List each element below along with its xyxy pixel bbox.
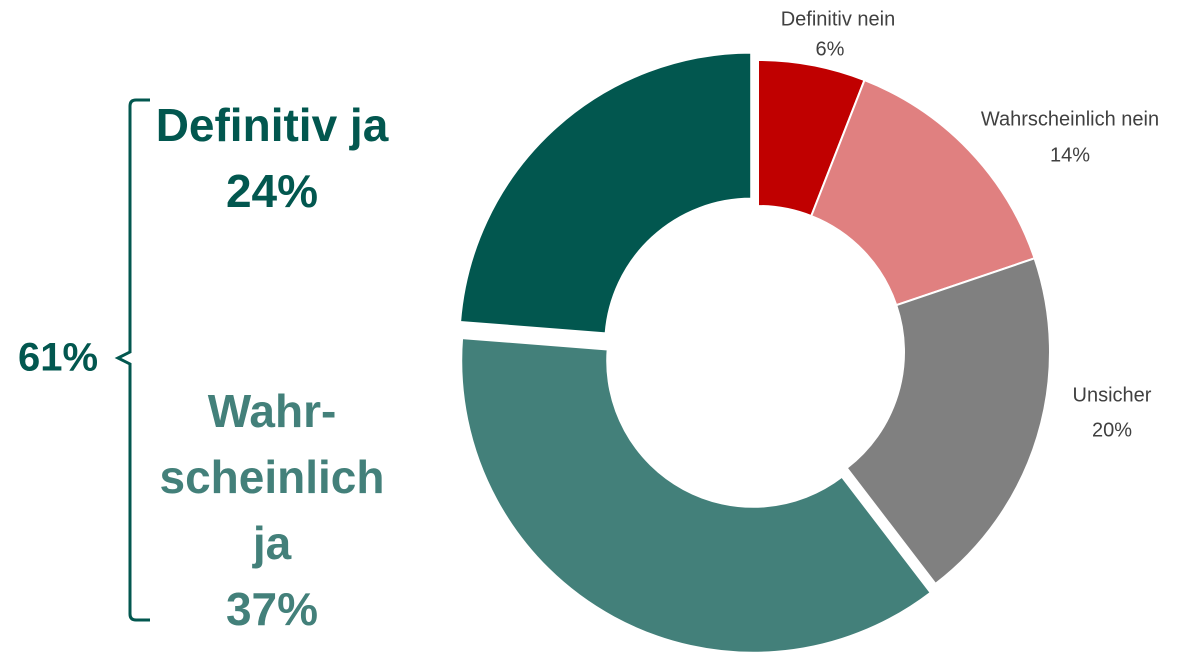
category-label: Wahrscheinlich nein	[981, 108, 1159, 130]
donut-segment	[809, 78, 1036, 307]
donut-segment	[460, 337, 933, 652]
category-label: Wahr­scheinlich ja	[159, 385, 385, 569]
donut-segment	[845, 257, 1051, 586]
category-label: Unsicher	[1073, 384, 1152, 406]
value-label: 14%	[1050, 144, 1090, 166]
value-label: 20%	[1092, 419, 1132, 441]
category-label: Definitiv ja	[155, 99, 389, 151]
value-label: 24%	[225, 165, 319, 217]
donut-segment	[459, 51, 753, 335]
value-label: 6%	[816, 38, 845, 60]
segment-label: Wahr­scheinlich ja 37%	[137, 378, 407, 642]
value-label: 37%	[225, 583, 319, 635]
total-annotation: 61%	[18, 336, 98, 380]
bracket	[114, 98, 150, 622]
category-label: Definitiv nein	[781, 8, 896, 30]
segment-label: Definitiv ja 24%	[137, 92, 407, 224]
